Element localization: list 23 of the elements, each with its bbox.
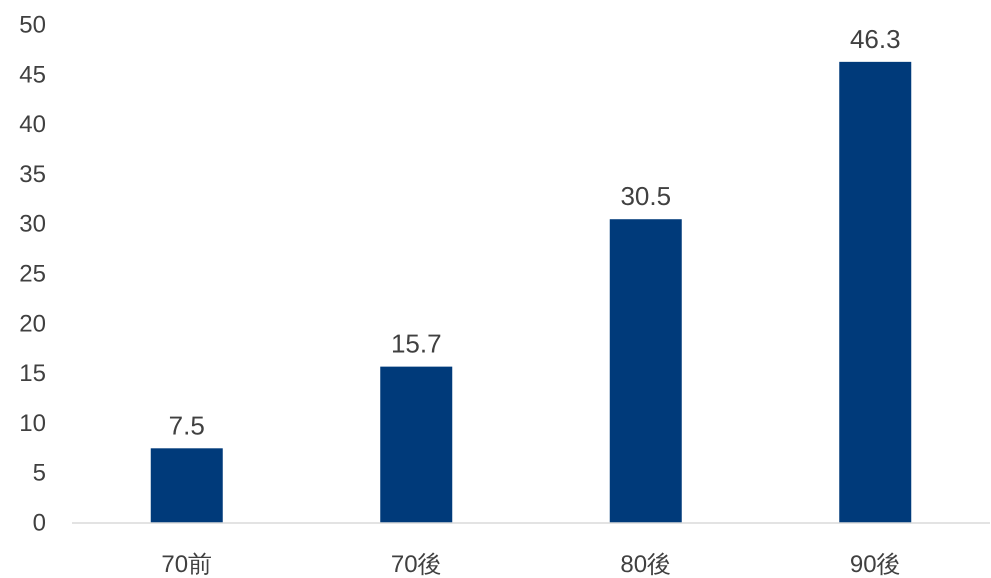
data-label: 7.5 xyxy=(168,410,205,440)
x-tick-label: 70後 xyxy=(390,551,442,578)
y-tick-label: 25 xyxy=(19,260,46,288)
y-tick-label: 40 xyxy=(19,111,46,138)
bar xyxy=(150,448,223,523)
y-tick-label: 20 xyxy=(19,310,46,338)
y-tick-label: 0 xyxy=(32,510,46,536)
y-tick-label: 30 xyxy=(19,210,46,238)
y-tick-label: 35 xyxy=(19,160,46,188)
data-label: 46.3 xyxy=(850,24,901,54)
x-tick-label: 90後 xyxy=(850,551,901,578)
bar xyxy=(610,219,682,523)
data-label: 15.7 xyxy=(390,328,442,359)
data-label: 30.5 xyxy=(620,181,672,212)
y-tick-label: 45 xyxy=(19,61,46,88)
x-tick-label: 80後 xyxy=(620,551,672,578)
y-tick-label: 5 xyxy=(32,460,46,487)
y-tick-label: 15 xyxy=(19,360,46,388)
y-tick-label: 50 xyxy=(19,12,46,38)
x-tick-label: 70前 xyxy=(161,551,212,578)
y-tick-label: 10 xyxy=(19,410,46,437)
bar xyxy=(380,366,452,523)
bar xyxy=(839,62,912,523)
